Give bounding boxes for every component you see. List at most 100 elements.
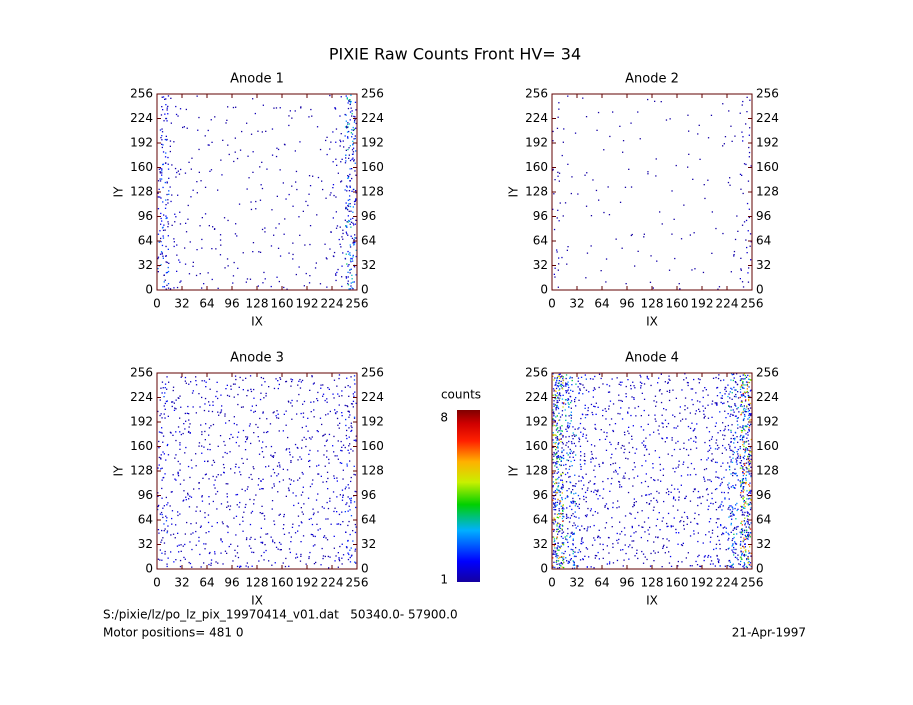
count-dot: [557, 542, 559, 544]
count-dot: [346, 465, 348, 467]
count-dot: [729, 391, 731, 393]
count-dot: [562, 510, 564, 512]
count-dot: [560, 487, 562, 489]
count-dot: [552, 425, 554, 427]
count-dot: [747, 449, 749, 451]
count-dot: [575, 454, 577, 456]
count-dot: [192, 406, 194, 408]
count-dot: [558, 419, 560, 421]
count-dot: [616, 559, 619, 562]
count-dot: [345, 206, 347, 209]
count-dot: [277, 473, 280, 475]
count-dot: [324, 243, 326, 245]
count-dot: [714, 425, 717, 427]
count-dot: [668, 551, 670, 553]
count-dot: [558, 491, 560, 493]
count-dot: [648, 453, 650, 455]
count-dot: [158, 464, 160, 466]
count-dot: [644, 446, 646, 448]
count-dot: [351, 429, 353, 432]
count-dot: [695, 392, 697, 394]
count-dot: [355, 435, 357, 437]
count-dot: [346, 263, 348, 265]
count-dot: [349, 252, 351, 254]
x-tick-label: 224: [321, 576, 344, 590]
count-dot: [653, 506, 655, 508]
count-dot: [220, 244, 222, 246]
count-dot: [605, 449, 608, 451]
count-dot: [324, 465, 326, 467]
count-dot: [605, 418, 607, 420]
count-dot: [741, 531, 743, 533]
y-axis-label: IY: [112, 186, 126, 198]
count-dot: [305, 200, 307, 203]
count-dot: [208, 496, 210, 498]
y-tick-label: 192: [130, 415, 153, 429]
count-dot: [652, 287, 654, 289]
count-dot: [749, 233, 752, 235]
count-dot: [159, 171, 161, 173]
count-dot: [180, 280, 182, 282]
count-dot: [567, 427, 569, 429]
count-dot: [567, 246, 569, 248]
count-dot: [558, 456, 560, 459]
count-dot: [730, 409, 732, 411]
count-dot: [351, 237, 354, 239]
count-dot: [630, 414, 632, 417]
count-dot: [179, 108, 182, 110]
count-dot: [556, 528, 558, 531]
count-dot: [632, 381, 634, 383]
count-dot: [740, 540, 742, 543]
count-dot: [746, 490, 748, 492]
count-dot: [671, 455, 673, 457]
count-dot: [630, 388, 632, 390]
count-dot: [203, 562, 205, 564]
count-dot: [179, 417, 181, 419]
count-dot: [611, 526, 613, 528]
count-dot: [559, 500, 562, 502]
count-dot: [662, 547, 664, 549]
count-dot: [750, 475, 752, 478]
count-dot: [552, 485, 554, 487]
count-dot: [671, 439, 673, 441]
count-dot: [161, 128, 163, 130]
count-dot: [733, 514, 735, 516]
count-dot: [201, 247, 203, 249]
count-dot: [663, 500, 665, 503]
count-dot: [249, 375, 252, 377]
y-tick-label-right: 64: [361, 234, 376, 248]
count-dot: [165, 117, 167, 120]
count-dot: [177, 514, 179, 517]
count-dot: [719, 505, 721, 507]
count-dot: [592, 179, 594, 181]
count-dot: [614, 462, 617, 464]
count-dot: [326, 401, 328, 403]
count-dot: [353, 200, 356, 203]
count-dot: [188, 273, 191, 275]
count-dot: [160, 468, 162, 470]
count-dot: [238, 203, 241, 205]
count-dot: [552, 481, 555, 483]
count-dot: [716, 488, 718, 490]
count-dot: [350, 261, 352, 263]
count-dot: [748, 267, 750, 269]
count-dot: [749, 419, 751, 421]
count-dot: [628, 442, 630, 444]
count-dot: [593, 469, 595, 471]
count-dot: [263, 397, 265, 399]
count-dot: [631, 526, 633, 529]
count-dot: [675, 467, 677, 469]
count-dot: [325, 481, 328, 483]
y-tick-label: 96: [138, 209, 153, 223]
count-dot: [635, 531, 637, 533]
count-dot: [187, 465, 190, 468]
count-dot: [624, 448, 626, 450]
count-dot: [650, 493, 652, 495]
count-dot: [682, 463, 684, 465]
count-dot: [354, 223, 356, 225]
count-dot: [566, 383, 568, 385]
count-dot: [158, 447, 160, 449]
count-dot: [164, 229, 166, 231]
count-dot: [611, 453, 613, 455]
count-dot: [554, 384, 556, 386]
